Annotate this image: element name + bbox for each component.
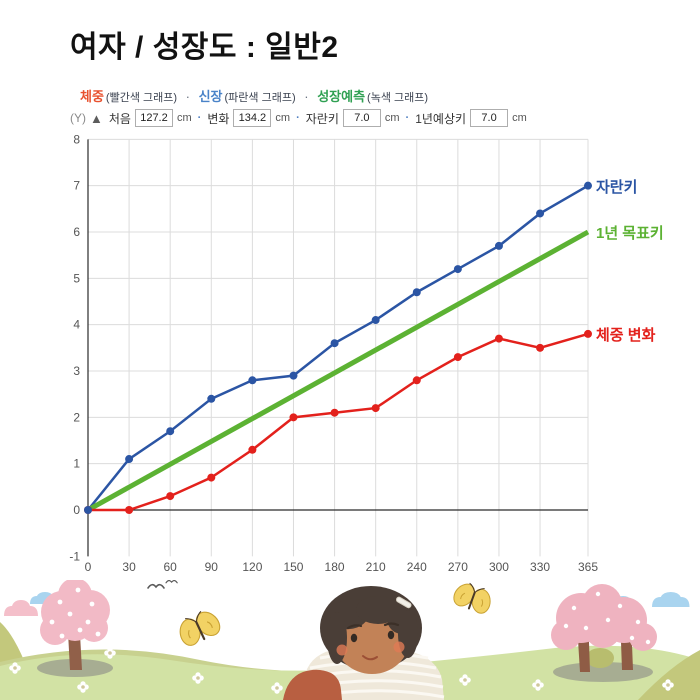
cloud-icon [652,592,690,607]
field-label: 1년예상키 [415,111,467,126]
data-point [536,209,545,218]
x-tick-label: 90 [205,560,219,574]
y-tick-label: 5 [73,271,80,285]
data-point [494,334,503,343]
data-point [248,445,257,454]
x-tick-label: 365 [578,560,598,574]
child-illustration [283,586,445,700]
x-tick-label: 60 [164,560,178,574]
field-separator: · [197,112,202,124]
series-line [87,184,589,511]
x-tick-label: 210 [366,560,386,574]
series-line [86,229,590,513]
legend-series-note: (파란색 그래프) [224,92,296,104]
measurement-controls: (Y) ▲ 처음 127.2 cm · 변화 134.2 cm · 자란키 7.0 cm · 1년예상키… [70,109,527,127]
data-point [289,413,298,422]
y-tick-label: 2 [73,410,80,424]
page-title: 여자 / 성장도 : 일반2 [70,31,339,64]
bird-icon [147,583,165,589]
data-point [125,455,134,464]
field-value-input[interactable]: 7.0 [342,109,381,127]
y-tick-label: 6 [73,225,80,239]
data-point [536,343,545,352]
field-label: 처음 [108,111,131,126]
bird-icon [165,580,178,584]
legend-series-name: 신장 [198,89,223,104]
series-line [88,332,589,512]
unit-label: cm [384,112,400,124]
data-point [125,506,134,514]
data-point [289,371,298,380]
y-tick-label: 1 [73,457,80,471]
data-point [166,427,175,436]
y-tick-label: 3 [73,364,80,378]
y-tick-label: 8 [73,132,80,146]
legend-series-note: (녹색 그래프) [367,92,429,104]
measurement-fields: 처음 127.2 cm · 변화 134.2 cm · 자란키 7.0 cm · 1년예상키 7.0 cm [109,109,527,127]
field-label: 자란키 [305,111,339,126]
data-point [330,408,339,417]
blossom-tree-icon [37,580,113,677]
data-point [330,339,339,348]
unit-label: cm [512,112,527,124]
y-axis-indicator: (Y) [70,111,86,125]
field-value-input[interactable]: 127.2 [134,109,173,127]
x-tick-label: 0 [85,560,92,574]
unit-label: cm [176,112,192,124]
x-tick-label: 120 [242,560,262,574]
x-tick-label: 150 [283,560,303,574]
field-value-input[interactable]: 134.2 [233,109,272,127]
data-point [584,329,592,338]
butterfly-icon [446,580,499,620]
legend-series-name: 체중 [80,89,104,104]
data-point [371,316,380,325]
x-tick-label: 300 [489,560,509,574]
data-point [248,376,257,385]
series-label: 체중 변화 [596,326,656,344]
data-point [584,181,592,190]
data-point [453,265,462,274]
legend-series-note: (빨간색 그래프) [105,92,178,104]
series-label: 1년 목표키 [596,225,664,242]
field-value-input[interactable]: 7.0 [470,109,509,127]
y-tick-label: 7 [73,179,80,193]
data-point [207,473,216,482]
legend-series-name: 성장예측 [317,89,366,104]
data-point [371,404,380,413]
data-point [207,394,216,403]
y-tick-label: 0 [73,503,80,517]
field-label: 변화 [207,111,230,126]
data-point [84,506,92,514]
data-point [412,288,421,297]
x-tick-label: 180 [325,560,345,574]
series-label: 자란키 [596,178,638,196]
y-tick-label: 4 [73,318,80,332]
data-point [412,376,421,385]
x-tick-label: 270 [448,560,468,574]
unit-label: cm [275,112,291,124]
decorative-landscape [0,580,700,700]
x-tick-label: 330 [530,560,550,574]
blossom-tree-icon [551,584,657,682]
legend-separator: · [300,89,313,104]
x-tick-label: 30 [122,560,136,574]
hairpin-icon [395,596,412,609]
x-tick-label: 240 [407,560,427,574]
data-point [453,353,462,362]
y-tick-label: -1 [69,549,80,563]
field-separator: · [296,112,300,124]
up-arrow-icon: ▲ [90,110,103,126]
field-separator: · [405,112,410,124]
data-point [494,241,503,250]
butterfly-icon [169,602,229,654]
cloud-icon [4,592,60,616]
legend-separator: · [182,89,194,104]
data-point [166,492,175,501]
hill-far-right [638,650,700,700]
chart-legend: 체중 (빨간색 그래프) · 신장 (파란색 그래프) · 성장예측 (녹색 그래프) [80,86,428,105]
